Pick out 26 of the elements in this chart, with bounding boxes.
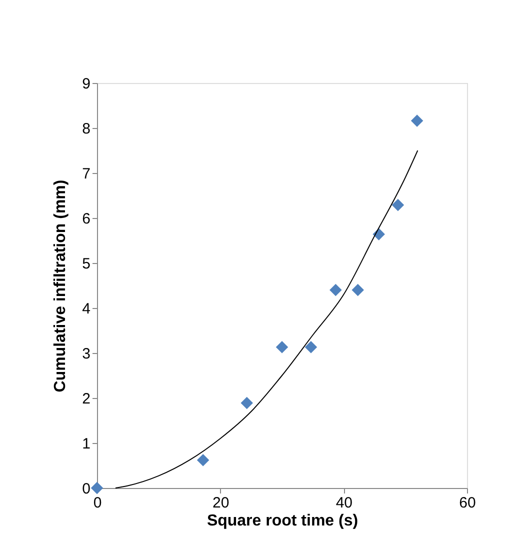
point <box>276 341 288 354</box>
point <box>410 114 424 127</box>
x-tick-label: 20 <box>212 494 230 512</box>
point <box>90 482 104 494</box>
y-axis-title: Cumulative infiltration (mm) <box>52 180 70 392</box>
line-series <box>115 150 418 488</box>
y-tick-label: 7 <box>82 166 90 182</box>
point <box>392 198 404 212</box>
x-tick-label: 40 <box>336 494 353 512</box>
x-tick-label: 0 <box>93 494 102 512</box>
point <box>330 284 342 296</box>
x-tick-label: 60 <box>459 494 476 512</box>
y-tick-label: 6 <box>82 210 90 228</box>
y-tick-label: 2 <box>82 390 90 408</box>
y-tick-label: 5 <box>82 256 90 272</box>
point <box>196 454 210 466</box>
y-tick-label: 8 <box>82 120 90 138</box>
y-tick-label: 1 <box>82 436 90 452</box>
y-tick-label: 9 <box>82 76 90 92</box>
point <box>352 284 364 296</box>
point <box>304 341 318 354</box>
x-axis-title: Square root time (s) <box>206 512 358 530</box>
y-tick-label: 3 <box>82 346 90 362</box>
y-tick-label: 0 <box>82 480 90 498</box>
point <box>240 396 253 410</box>
y-tick-label: 4 <box>82 300 90 318</box>
